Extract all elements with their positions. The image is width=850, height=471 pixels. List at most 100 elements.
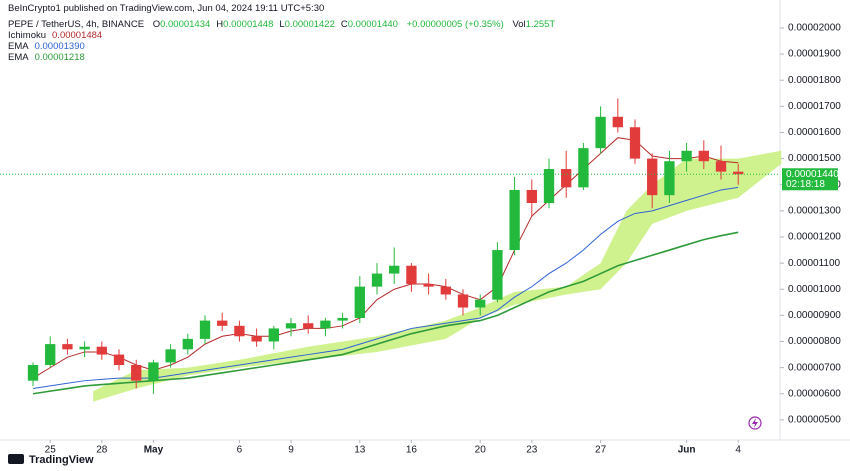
y-tick-label: 0.00001300 <box>788 205 841 216</box>
candle-body <box>578 148 589 188</box>
y-tick-label: 0.00001100 <box>788 258 841 269</box>
candle-body <box>45 344 56 366</box>
ichimoku-cloud <box>93 150 782 402</box>
candle-body <box>595 116 606 149</box>
volume-label: Vol <box>512 19 526 30</box>
ohlc-key: C <box>340 19 348 30</box>
candle-body <box>681 150 692 162</box>
x-tick-label: May <box>144 445 164 456</box>
logo-mark <box>8 454 24 464</box>
volume: 1.255T <box>525 19 556 30</box>
candle-body <box>268 328 279 342</box>
y-tick-label: 0.00001900 <box>788 49 841 60</box>
countdown: 02:18:18 <box>786 179 825 190</box>
ohlc-value: 0.00001422 <box>284 19 335 30</box>
candle-body <box>285 323 297 329</box>
legend-name: Ichimoku <box>8 30 47 41</box>
candle-body <box>423 284 434 287</box>
candle-body <box>131 365 142 381</box>
candle-body <box>664 161 675 196</box>
legend-name: EMA <box>8 52 29 63</box>
candle-body <box>371 273 383 287</box>
x-tick-label: 20 <box>475 445 487 456</box>
candle-body <box>234 325 245 337</box>
ohlc-value: 0.00001434 <box>160 19 211 30</box>
price-label: 0.00001440 <box>786 169 839 180</box>
candle-body <box>148 362 159 381</box>
y-tick-label: 0.00000900 <box>788 310 841 321</box>
candle-body <box>733 171 744 175</box>
ohlc-value: 0.00001448 <box>223 19 274 30</box>
legend-entry: Ichimoku 0.00001484 <box>8 30 555 41</box>
x-tick-label: 16 <box>406 445 418 456</box>
candle-body <box>182 338 193 350</box>
y-tick-label: 0.00000800 <box>788 336 841 347</box>
candle-body <box>543 169 555 204</box>
alert-icon <box>752 418 758 428</box>
legend-name: EMA <box>8 41 29 52</box>
candle-body <box>303 323 314 329</box>
legend: BeInCrypto1 published on TradingView.com… <box>8 3 555 63</box>
legend-entry: EMA 0.00001390 <box>8 41 555 52</box>
candle-body <box>647 158 658 196</box>
ohlc-key: H <box>216 19 224 30</box>
candle-body <box>79 346 90 350</box>
candle-body <box>629 127 641 159</box>
y-tick-label: 0.00000600 <box>788 388 841 399</box>
ohlc-key: O <box>152 19 161 30</box>
candle-body <box>389 265 400 274</box>
alert-icon[interactable] <box>748 416 762 430</box>
candle-body <box>337 317 348 321</box>
candle-body <box>199 320 211 339</box>
x-tick-label: 27 <box>595 445 607 456</box>
legend-value: 0.00001390 <box>34 41 85 52</box>
candle-body <box>612 116 623 128</box>
y-tick-label: 0.00001600 <box>788 127 841 138</box>
y-tick-label: 0.00001200 <box>788 232 841 243</box>
x-tick-label: 25 <box>45 445 57 456</box>
candle-body <box>113 354 125 366</box>
x-tick-label: 28 <box>96 445 108 456</box>
change: +0.00000005 (+0.35%) <box>406 19 504 30</box>
legend-entry: EMA 0.00001218 <box>8 52 555 63</box>
publisher: BeInCrypto1 published on TradingView.com… <box>8 3 325 14</box>
price-box <box>782 168 838 191</box>
x-tick-label: Jun <box>678 445 696 456</box>
candle-body <box>492 250 503 300</box>
y-tick-label: 0.00000500 <box>788 415 841 426</box>
legend-value: 0.00001484 <box>52 30 103 41</box>
candle-body <box>475 299 486 308</box>
candle-body <box>440 286 451 295</box>
ohlc-key: L <box>279 19 285 30</box>
ohlc: O0.00001434 H0.00001448 L0.00001422 C0.0000… <box>147 19 398 30</box>
candle-body <box>62 344 73 350</box>
candle-body <box>217 320 228 326</box>
candle-body <box>715 161 727 172</box>
candle-body <box>96 346 107 355</box>
candle-body <box>457 294 469 308</box>
y-tick-label: 0.00002000 <box>788 23 841 34</box>
candle-body <box>526 189 537 204</box>
x-tick-label: 13 <box>354 445 366 456</box>
candle-body <box>561 169 572 188</box>
candle-body <box>27 365 39 381</box>
candle-body <box>251 336 262 342</box>
symbol: PEPE / TetherUS, 4h, BINANCE <box>8 19 145 30</box>
y-tick-label: 0.00001700 <box>788 101 841 112</box>
x-tick-label: 9 <box>288 445 294 456</box>
x-tick-label: 23 <box>526 445 538 456</box>
x-tick-label: 6 <box>237 445 243 456</box>
y-tick-label: 0.00001800 <box>788 75 841 86</box>
candle-body <box>509 189 520 251</box>
symbol-row: PEPE / TetherUS, 4h, BINANCE O0.00001434… <box>8 19 555 30</box>
candle-body <box>320 320 331 329</box>
legend-value: 0.00001218 <box>34 52 85 63</box>
y-tick-label: 0.00000700 <box>788 362 841 373</box>
ohlc-value: 0.00001440 <box>347 19 398 30</box>
indicator-line <box>32 231 739 395</box>
candle-body <box>165 349 176 363</box>
candle-body <box>354 286 365 318</box>
x-tick-label: 4 <box>735 445 741 456</box>
